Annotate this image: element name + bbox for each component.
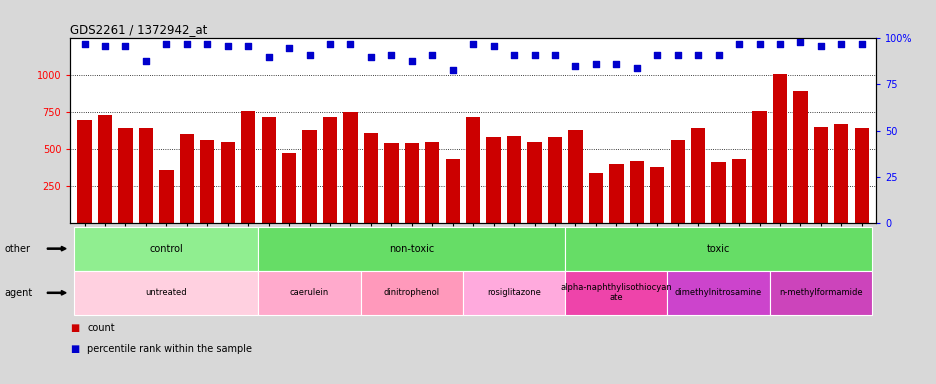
Point	[465, 41, 480, 47]
Text: count: count	[87, 323, 114, 333]
Bar	[793, 91, 807, 223]
Bar	[384, 143, 398, 223]
Bar	[78, 119, 92, 223]
Bar	[363, 133, 378, 223]
Point	[812, 43, 827, 49]
Bar	[159, 170, 173, 223]
Point	[384, 52, 399, 58]
Text: ■: ■	[70, 323, 80, 333]
Point	[629, 65, 644, 71]
Point	[710, 52, 725, 58]
Text: dimethylnitrosamine: dimethylnitrosamine	[674, 288, 761, 297]
Bar	[629, 161, 643, 223]
Bar	[241, 111, 256, 223]
Bar	[200, 140, 214, 223]
Text: caerulein: caerulein	[289, 288, 329, 297]
Text: alpha-naphthylisothiocyan
ate: alpha-naphthylisothiocyan ate	[560, 283, 671, 303]
Bar	[97, 115, 112, 223]
Bar	[404, 143, 418, 223]
Bar	[446, 159, 460, 223]
Text: dinitrophenol: dinitrophenol	[384, 288, 439, 297]
Point	[792, 39, 807, 45]
Bar	[118, 128, 133, 223]
Point	[97, 43, 112, 49]
Bar	[527, 142, 541, 223]
Bar	[220, 142, 235, 223]
Point	[752, 41, 767, 47]
Point	[854, 41, 869, 47]
Text: other: other	[5, 243, 31, 254]
Text: n-methylformamide: n-methylformamide	[778, 288, 862, 297]
Text: control: control	[150, 243, 183, 254]
Text: ■: ■	[70, 344, 80, 354]
Bar	[343, 112, 358, 223]
Bar	[608, 164, 622, 223]
Point	[199, 41, 214, 47]
Point	[139, 58, 154, 64]
Bar	[752, 111, 766, 223]
Point	[282, 45, 297, 51]
Point	[220, 43, 235, 49]
Point	[588, 61, 603, 67]
Bar	[486, 137, 500, 223]
Point	[547, 52, 562, 58]
Point	[833, 41, 848, 47]
Bar	[650, 167, 664, 223]
Bar	[180, 134, 194, 223]
Point	[322, 41, 337, 47]
Point	[445, 67, 460, 73]
Bar	[854, 128, 868, 223]
Bar	[465, 117, 480, 223]
Point	[486, 43, 501, 49]
Point	[301, 52, 316, 58]
Point	[363, 54, 378, 60]
Bar	[302, 130, 316, 223]
Text: percentile rank within the sample: percentile rank within the sample	[87, 344, 252, 354]
Bar	[261, 117, 275, 223]
Point	[731, 41, 746, 47]
Bar	[567, 130, 582, 223]
Point	[771, 41, 786, 47]
Bar	[548, 137, 562, 223]
Text: toxic: toxic	[706, 243, 729, 254]
Text: non-toxic: non-toxic	[388, 243, 434, 254]
Point	[506, 52, 521, 58]
Text: GDS2261 / 1372942_at: GDS2261 / 1372942_at	[70, 23, 208, 36]
Point	[567, 63, 582, 69]
Point	[649, 52, 664, 58]
Text: agent: agent	[5, 288, 33, 298]
Bar	[323, 117, 337, 223]
Point	[77, 41, 92, 47]
Point	[608, 61, 623, 67]
Bar	[139, 128, 153, 223]
Bar	[710, 162, 725, 223]
Bar	[772, 74, 786, 223]
Point	[261, 54, 276, 60]
Bar	[282, 154, 296, 223]
Point	[424, 52, 439, 58]
Bar	[670, 140, 684, 223]
Bar	[812, 127, 827, 223]
Point	[526, 52, 541, 58]
Point	[118, 43, 133, 49]
Point	[159, 41, 174, 47]
Bar	[731, 159, 745, 223]
Point	[404, 58, 419, 64]
Bar	[506, 136, 520, 223]
Bar	[690, 128, 705, 223]
Point	[179, 41, 194, 47]
Text: untreated: untreated	[145, 288, 187, 297]
Point	[241, 43, 256, 49]
Text: rosiglitazone: rosiglitazone	[487, 288, 540, 297]
Point	[690, 52, 705, 58]
Bar	[588, 172, 603, 223]
Point	[343, 41, 358, 47]
Point	[669, 52, 684, 58]
Bar	[425, 142, 439, 223]
Bar	[833, 124, 848, 223]
